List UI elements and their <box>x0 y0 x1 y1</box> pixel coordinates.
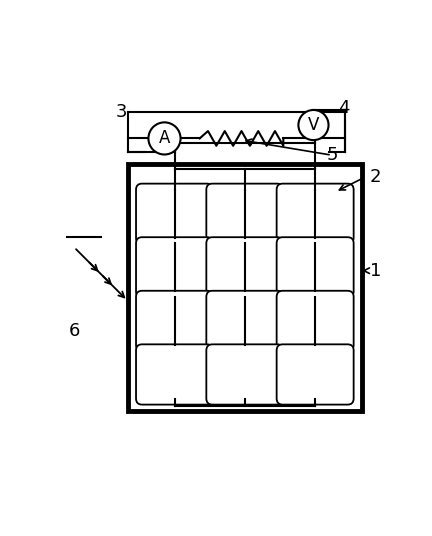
FancyBboxPatch shape <box>206 184 283 244</box>
Text: A: A <box>159 129 170 147</box>
FancyBboxPatch shape <box>136 291 213 351</box>
Text: 1: 1 <box>370 262 381 280</box>
FancyBboxPatch shape <box>136 184 213 244</box>
FancyBboxPatch shape <box>276 291 354 351</box>
FancyBboxPatch shape <box>136 237 213 297</box>
FancyBboxPatch shape <box>276 344 354 405</box>
Text: 5: 5 <box>326 146 338 164</box>
FancyBboxPatch shape <box>136 344 213 405</box>
FancyBboxPatch shape <box>276 184 354 244</box>
FancyBboxPatch shape <box>128 163 362 411</box>
FancyBboxPatch shape <box>206 237 283 297</box>
Circle shape <box>149 122 181 154</box>
Circle shape <box>299 110 328 140</box>
Text: 3: 3 <box>115 103 127 121</box>
Text: V: V <box>308 116 319 134</box>
Text: 2: 2 <box>370 168 381 186</box>
FancyBboxPatch shape <box>206 344 283 405</box>
FancyBboxPatch shape <box>206 291 283 351</box>
Text: 6: 6 <box>68 322 80 340</box>
FancyBboxPatch shape <box>276 237 354 297</box>
Text: 4: 4 <box>338 99 349 117</box>
